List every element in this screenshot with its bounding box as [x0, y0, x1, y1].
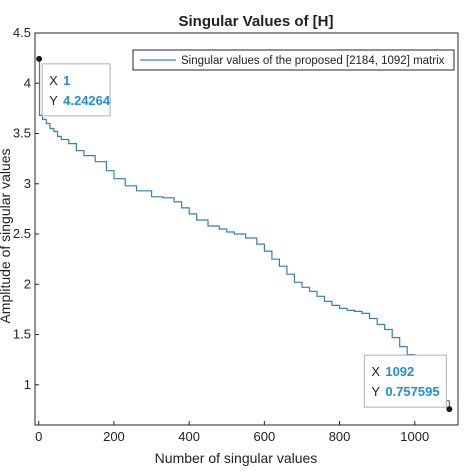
legend: Singular values of the proposed [2184, 1… — [132, 49, 455, 71]
datatip-x-key: X — [49, 73, 58, 88]
datatip-y-key: Y — [49, 93, 58, 108]
y-tick-label: 1.5 — [13, 327, 31, 342]
datatip-x-value: 1092 — [385, 364, 414, 379]
datatip-x-key: X — [371, 364, 380, 379]
y-axis-label: Amplitude of singular values — [0, 148, 13, 323]
datatip-marker — [446, 406, 453, 413]
y-tick-label: 4.5 — [13, 25, 31, 40]
x-tick-label: 200 — [103, 429, 125, 444]
y-tick-label: 2.5 — [13, 226, 31, 241]
datatip-y-key: Y — [371, 384, 380, 399]
datatip-box — [363, 354, 447, 408]
legend-box — [132, 49, 455, 71]
datatip-box — [41, 63, 111, 117]
chart-title: Singular Values of [H] — [178, 13, 333, 30]
datatip-x-value: 1 — [63, 73, 70, 88]
datatip-marker — [36, 55, 43, 62]
x-tick-label: 0 — [35, 429, 42, 444]
y-tick-label: 4 — [24, 75, 31, 90]
axis-ticks: 0 200 400 600 800 1000 1 1.5 2 2.5 3 3.5 4 4.5 — [13, 25, 429, 444]
x-tick-label: 600 — [254, 429, 276, 444]
x-tick-label: 400 — [178, 429, 200, 444]
series-line — [38, 58, 450, 410]
y-tick-label: 2 — [24, 276, 31, 291]
x-tick-label: 1000 — [400, 429, 429, 444]
x-tick-label: 800 — [329, 429, 351, 444]
series-lines — [38, 58, 450, 410]
x-axis-label: Number of singular values — [155, 450, 318, 466]
legend-label: Singular values of the proposed [2184, 1… — [181, 55, 445, 67]
datatip-y-value: 4.24264 — [63, 93, 111, 108]
y-tick-label: 3 — [24, 176, 31, 191]
y-tick-label: 1 — [24, 377, 31, 392]
y-tick-label: 3.5 — [13, 126, 31, 141]
datatip-y-value: 0.757595 — [385, 384, 439, 399]
